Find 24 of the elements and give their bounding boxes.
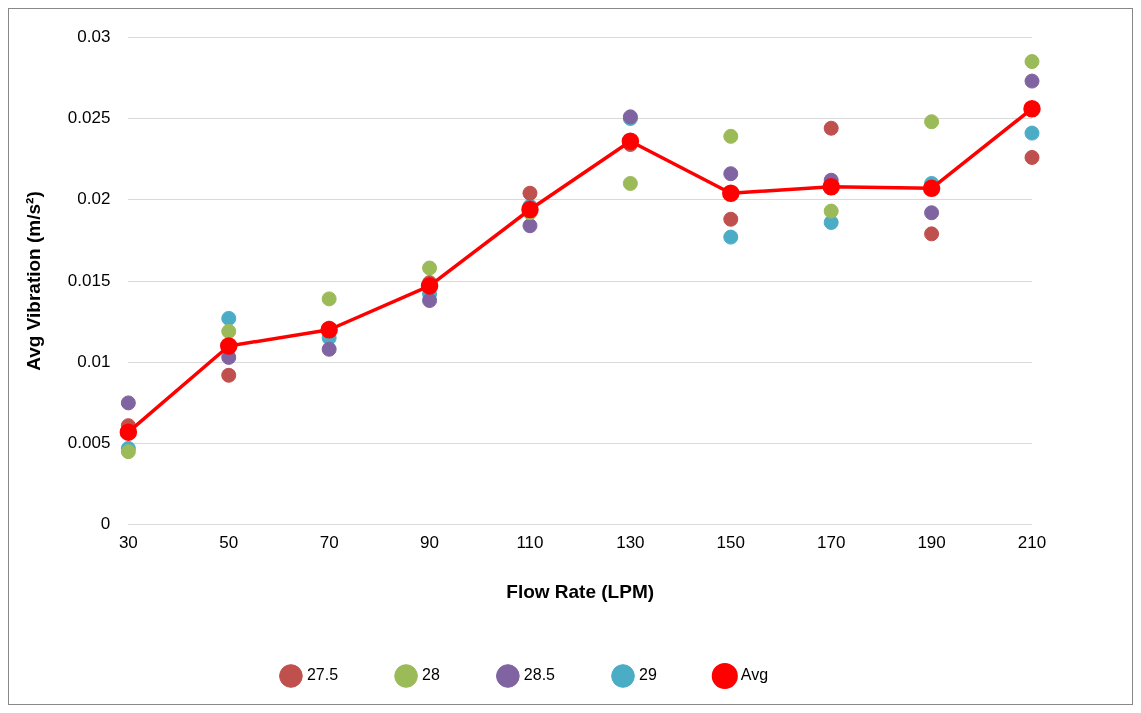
legend-label: 29 <box>639 666 657 684</box>
y-tick-label: 0.015 <box>67 270 111 290</box>
y-tick-label: 0.03 <box>77 26 111 46</box>
legend-label: Avg <box>740 666 769 684</box>
x-tick-label: 150 <box>716 532 745 552</box>
x-tick-label: 90 <box>420 532 440 552</box>
x-tick-label: 70 <box>319 532 339 552</box>
x-tick-label: 170 <box>817 532 846 552</box>
x-tick-label: 50 <box>219 532 239 552</box>
y-axis-title: Avg Vibration (m/s²) <box>22 191 44 371</box>
x-tick-label: 110 <box>516 532 544 552</box>
y-tick-label: 0.01 <box>77 351 111 371</box>
legend-label: 28.5 <box>523 666 556 684</box>
y-tick-label: 0.005 <box>67 433 111 453</box>
x-tick-label: 190 <box>917 532 946 552</box>
y-tick-label: 0.025 <box>67 108 111 128</box>
x-axis-title: Flow Rate (LPM) <box>506 580 655 602</box>
legend-label: 27.5 <box>306 666 339 684</box>
y-tick-label: 0 <box>100 514 111 534</box>
x-tick-label: 210 <box>1017 532 1047 552</box>
y-tick-label: 0.02 <box>77 189 111 209</box>
x-tick-label: 30 <box>118 532 138 552</box>
legend-label: 28 <box>422 666 440 684</box>
x-tick-label: 130 <box>616 532 645 552</box>
